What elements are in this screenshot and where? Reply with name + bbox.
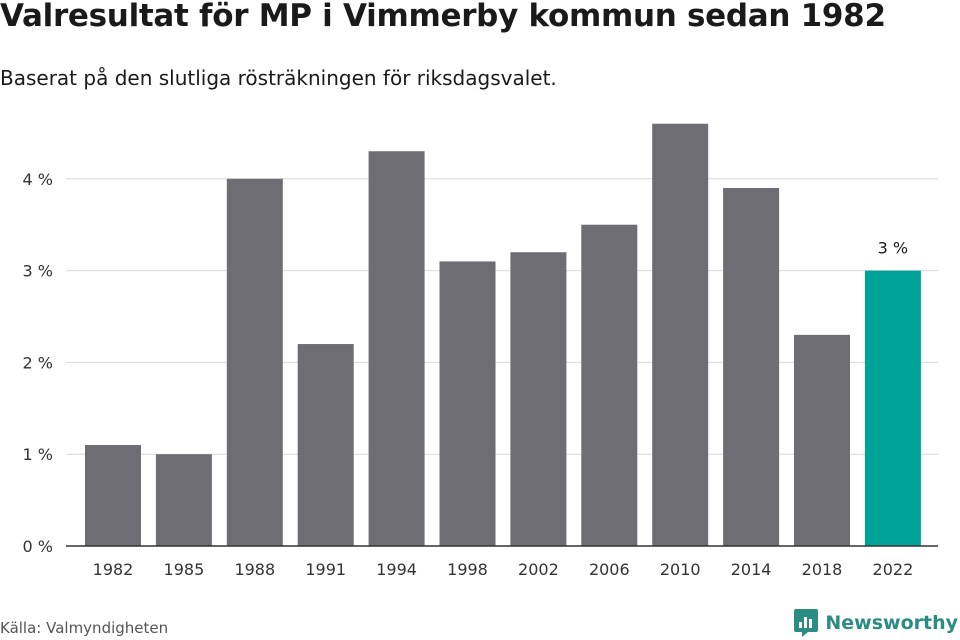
y-tick-label: 2 % xyxy=(23,353,53,372)
x-tick-label: 1998 xyxy=(447,560,488,579)
bar-1994 xyxy=(368,151,425,546)
y-tick-label: 3 % xyxy=(23,262,53,281)
x-tick-label: 2006 xyxy=(589,560,630,579)
chart-subtitle: Baserat på den slutliga rösträkningen fö… xyxy=(0,66,557,90)
bar-2002 xyxy=(510,252,567,547)
x-tick-label: 2022 xyxy=(873,560,914,579)
newsworthy-logo-icon xyxy=(794,609,819,637)
x-tick-label: 1985 xyxy=(164,560,205,579)
brand-name: Newsworthy xyxy=(825,612,958,634)
chart-title: Valresultat för MP i Vimmerby kommun sed… xyxy=(0,0,886,34)
source-note: Källa: Valmyndigheten xyxy=(0,619,169,637)
y-tick-label: 1 % xyxy=(23,445,53,464)
bars xyxy=(85,123,921,547)
bar-1982 xyxy=(85,445,141,546)
x-tick-label: 2018 xyxy=(802,560,843,579)
x-tick-label: 1991 xyxy=(305,560,346,579)
x-tick-label: 1988 xyxy=(234,560,275,579)
x-axis-ticks: 1982 1985 1988 1991 1994 1998 2002 2006 2010 2014… xyxy=(93,560,914,579)
data-labels: 3 % xyxy=(878,239,908,258)
bar-2014 xyxy=(723,187,780,547)
x-tick-label: 1994 xyxy=(376,560,417,579)
bar-1988 xyxy=(226,178,283,547)
brand-logo: Newsworthy xyxy=(793,608,958,638)
bar-2018 xyxy=(794,334,850,546)
bar-1985 xyxy=(155,454,212,546)
y-tick-label: 0 % xyxy=(23,537,53,556)
bar-2006 xyxy=(581,224,638,546)
y-tick-label: 4 % xyxy=(23,170,53,189)
x-tick-label: 2010 xyxy=(660,560,701,579)
bar-1998 xyxy=(439,261,496,546)
x-tick-label: 1982 xyxy=(93,560,134,579)
x-tick-label: 2014 xyxy=(731,560,772,579)
bar-2010 xyxy=(652,123,709,546)
bar-2022 xyxy=(864,270,921,546)
bar-chart: 0 % 1 % 2 % 3 % 4 % 1982 1985 1988 1991 1994 1998… xyxy=(23,123,938,579)
y-axis-ticks: 0 % 1 % 2 % 3 % 4 % xyxy=(23,170,53,556)
x-tick-label: 2002 xyxy=(518,560,559,579)
bar-1991 xyxy=(297,344,354,546)
bar-value-label: 3 % xyxy=(878,239,908,258)
